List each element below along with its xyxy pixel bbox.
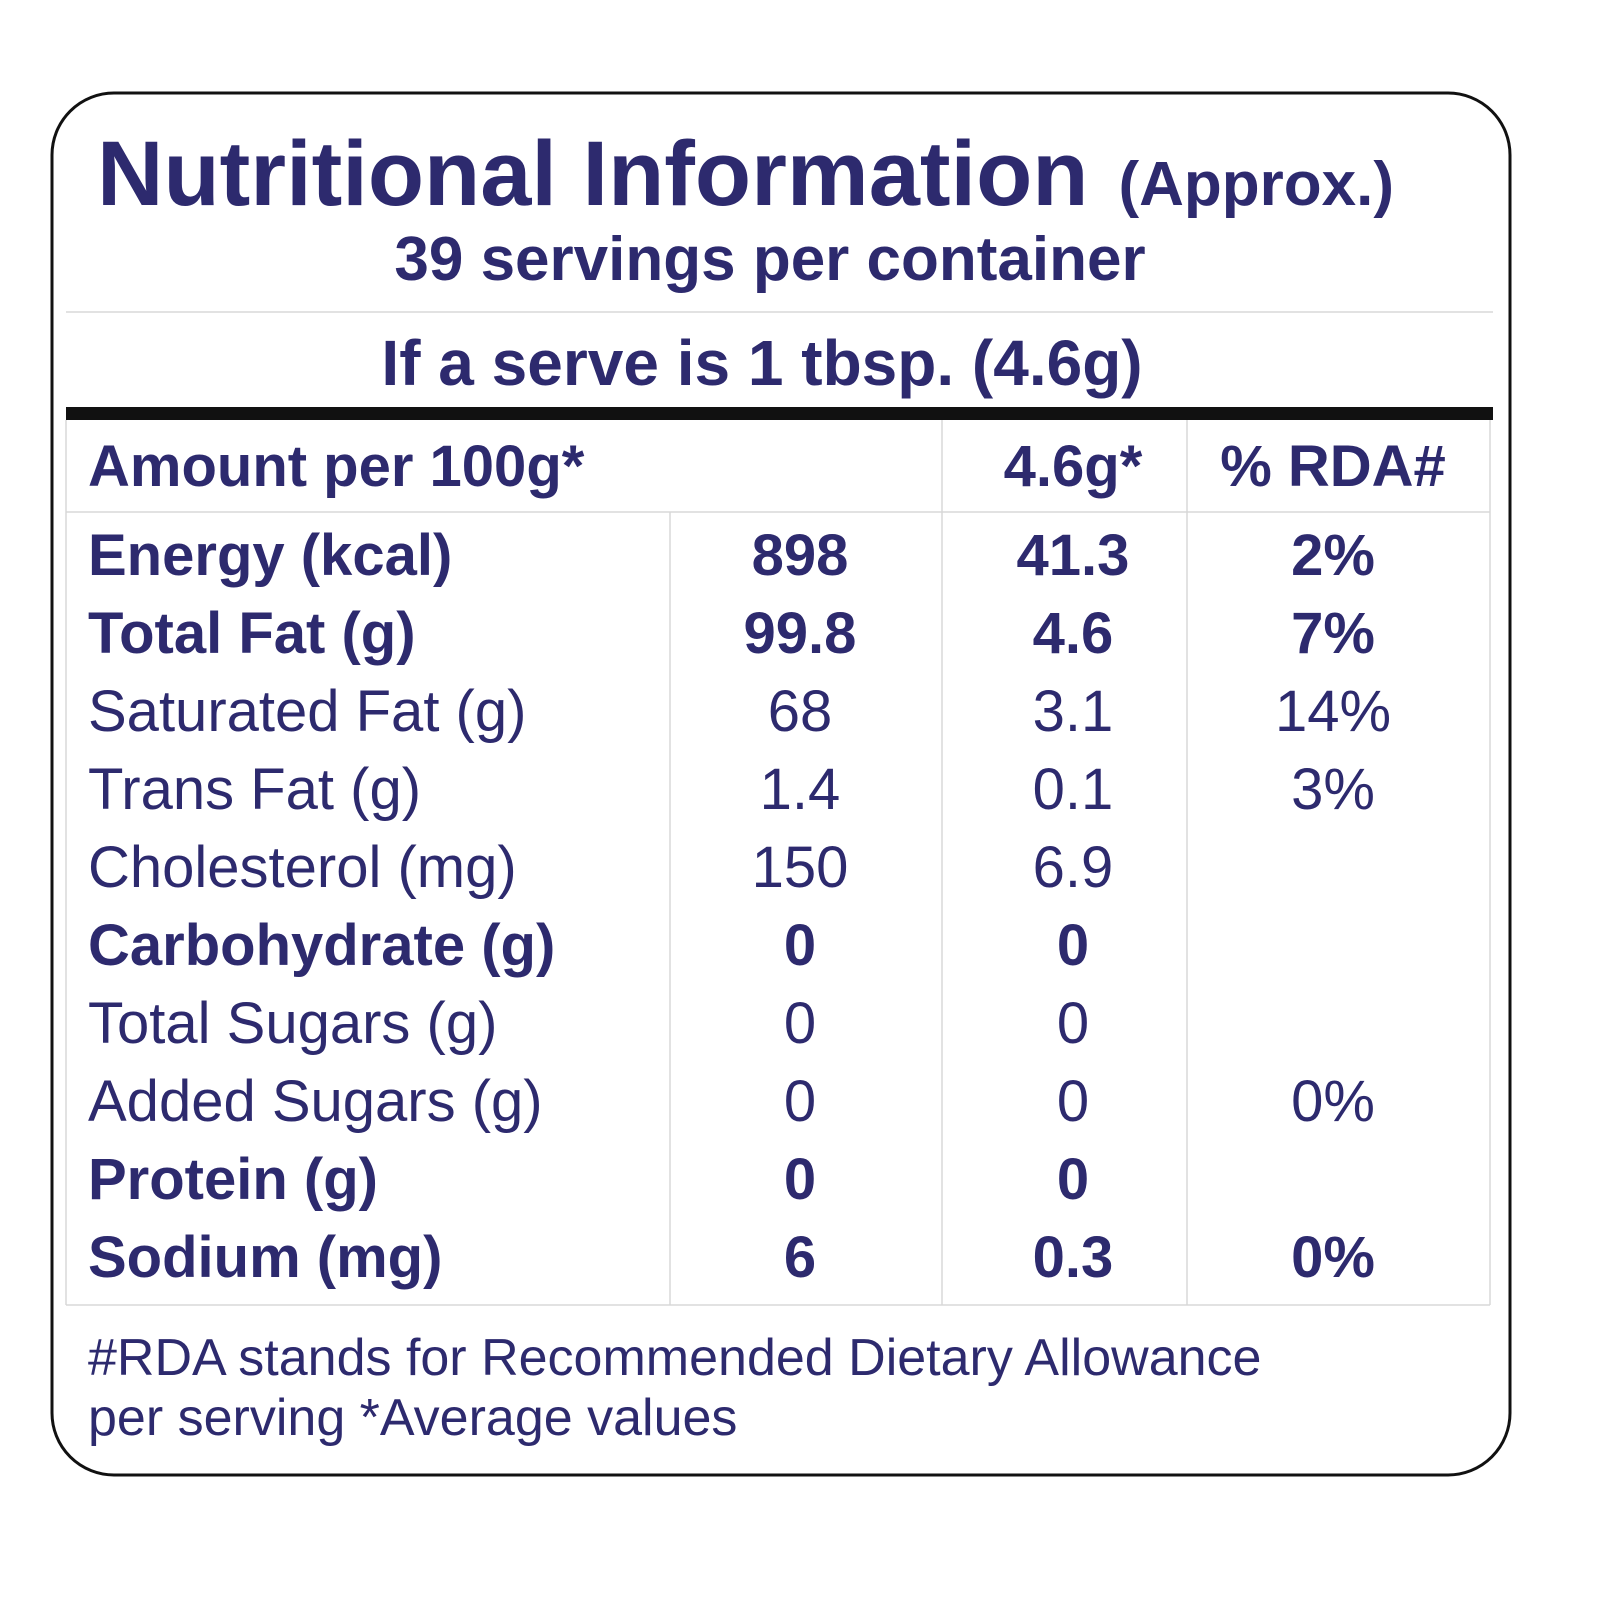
per-100g-value: 68 <box>768 679 833 744</box>
per-serve-value: 0 <box>1057 1069 1089 1134</box>
per-serve-value: 0 <box>1057 913 1089 978</box>
per-serve-value: 41.3 <box>1017 523 1130 588</box>
nutrient-label: Total Sugars (g) <box>88 991 497 1056</box>
per-100g-value: 1.4 <box>760 757 841 822</box>
rda-value: 0% <box>1291 1069 1375 1134</box>
nutrient-label: Added Sugars (g) <box>88 1069 543 1134</box>
footnote: #RDA stands for Recommended Dietary Allo… <box>88 1329 1261 1387</box>
per-100g-value: 0 <box>784 991 816 1056</box>
per-serve-value: 6.9 <box>1033 835 1114 900</box>
rda-value: 0% <box>1291 1225 1375 1290</box>
rda-value: 3% <box>1291 757 1375 822</box>
rda-value: 14% <box>1275 679 1391 744</box>
nutrient-label: Cholesterol (mg) <box>88 835 517 900</box>
rda-value: 2% <box>1291 523 1375 588</box>
per-serve-value: 4.6 <box>1033 601 1114 666</box>
nutrient-label: Carbohydrate (g) <box>88 913 555 978</box>
per-100g-value: 0 <box>784 1069 816 1134</box>
nutrient-label: Saturated Fat (g) <box>88 679 526 744</box>
per-100g-value: 6 <box>784 1225 816 1290</box>
per-serve-value: 0 <box>1057 991 1089 1056</box>
nutrient-label: Trans Fat (g) <box>88 757 421 822</box>
per-serve-value: 0.3 <box>1033 1225 1114 1290</box>
per-100g-value: 898 <box>752 523 849 588</box>
per-100g-value: 0 <box>784 913 816 978</box>
per-100g-value: 0 <box>784 1147 816 1212</box>
per-serve-value: 0.1 <box>1033 757 1114 822</box>
nutrient-label: Total Fat (g) <box>88 601 416 666</box>
column-header: % RDA# <box>1220 434 1446 499</box>
column-header: Amount per 100g* <box>88 434 585 499</box>
rda-value: 7% <box>1291 601 1375 666</box>
title: Nutritional Information (Approx.) <box>97 123 1394 225</box>
nutrient-label: Protein (g) <box>88 1147 378 1212</box>
thick-rule <box>66 407 1493 420</box>
column-header: 4.6g* <box>1004 434 1143 499</box>
footnote: per serving *Average values <box>88 1389 737 1447</box>
per-serve-value: 0 <box>1057 1147 1089 1212</box>
label-frame <box>50 91 1512 1477</box>
title-approx: (Approx.) <box>1118 150 1394 219</box>
serve-size: If a serve is 1 tbsp. (4.6g) <box>381 327 1142 399</box>
title-main: Nutritional Information <box>97 123 1088 225</box>
nutrient-label: Sodium (mg) <box>88 1225 442 1290</box>
per-100g-value: 99.8 <box>744 601 857 666</box>
nutrient-label: Energy (kcal) <box>88 523 452 588</box>
per-100g-value: 150 <box>752 835 849 900</box>
per-serve-value: 3.1 <box>1033 679 1114 744</box>
servings: 39 servings per container <box>394 225 1145 294</box>
